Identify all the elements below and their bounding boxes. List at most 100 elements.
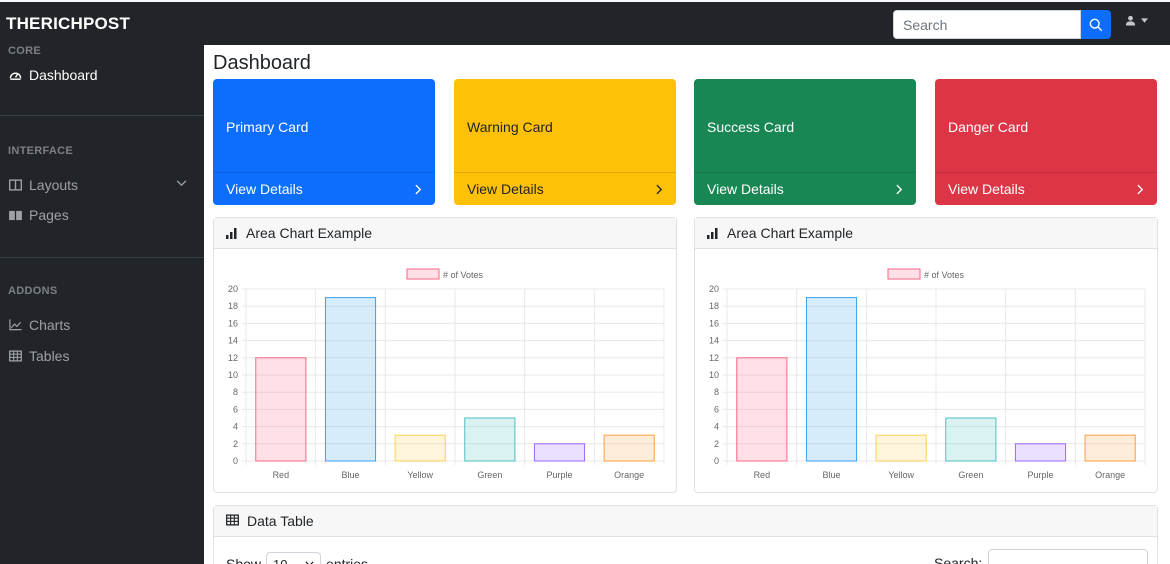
y-tick-label: 8	[714, 387, 719, 397]
x-tick-label: Red	[754, 470, 771, 480]
sidebar-item-dashboard[interactable]: Dashboard	[8, 67, 98, 83]
card-title: Success Card	[707, 119, 795, 135]
bar-chart: # of Votes 0 2 4 6 8 10 12 14 16 18 20 Red Blue Yellow…	[709, 268, 1146, 480]
chevron-down-icon[interactable]	[176, 180, 187, 187]
y-tick-label: 14	[709, 336, 719, 346]
bar-chart-icon	[226, 227, 237, 239]
y-tick-label: 2	[714, 439, 719, 449]
chevron-right-icon	[415, 184, 422, 194]
bar-orange	[603, 434, 655, 462]
chart-panel: Area Chart Example # of Votes 0 2 4 6 8 10 12 14…	[213, 217, 677, 493]
y-tick-label: 18	[228, 301, 238, 311]
sidebar-item-tables[interactable]: Tables	[8, 348, 69, 364]
show-label: Show	[226, 556, 262, 564]
sidebar-heading-interface: INTERFACE	[8, 145, 74, 157]
datatable-panel: Data Table Show 10 entries Search:	[213, 505, 1158, 564]
user-icon	[1125, 15, 1136, 26]
sidebar-divider	[0, 257, 204, 258]
sidebar: CORE Dashboard INTERFACE Layouts Pages A…	[0, 45, 204, 564]
sidebar-item-label: Tables	[29, 348, 70, 364]
view-details-link[interactable]: View Details	[213, 172, 435, 205]
bar-purple	[533, 443, 586, 462]
sidebar-item-layouts[interactable]: Layouts	[8, 177, 78, 193]
card-footer-label: View Details	[948, 181, 1025, 197]
sidebar-item-label: Layouts	[29, 177, 79, 193]
search-icon	[1089, 18, 1103, 31]
y-tick-label: 16	[709, 318, 719, 328]
card-footer-label: View Details	[707, 181, 784, 197]
top-navbar: THERICHPOST	[0, 0, 1170, 45]
table-search-input[interactable]	[988, 549, 1149, 564]
y-tick-label: 12	[228, 353, 238, 363]
search-label: Search:	[934, 555, 983, 564]
chart-legend: # of Votes	[887, 268, 965, 280]
chart-legend: # of Votes	[406, 268, 484, 280]
sidebar-item-pages[interactable]: Pages	[8, 207, 69, 223]
success-card: Success Card View Details	[694, 79, 916, 205]
sidebar-item-label: Dashboard	[29, 67, 98, 83]
x-tick-label: Orange	[614, 470, 644, 480]
search-button[interactable]	[1081, 10, 1111, 39]
x-tick-label: Yellow	[888, 470, 914, 480]
y-tick-label: 16	[228, 318, 238, 328]
y-tick-label: 0	[714, 456, 719, 466]
bar-red	[255, 357, 307, 462]
entries-label: entries	[326, 556, 369, 564]
y-tick-label: 10	[709, 370, 719, 380]
y-tick-label: 4	[233, 422, 238, 432]
chevron-right-icon	[656, 184, 663, 194]
y-tick-label: 4	[714, 422, 719, 432]
y-tick-label: 6	[233, 404, 238, 414]
y-tick-label: 0	[233, 456, 238, 466]
bar-orange	[1084, 434, 1136, 462]
navbar-search	[893, 10, 1111, 39]
panel-header: Area Chart Example	[695, 218, 1157, 249]
view-details-link[interactable]: View Details	[694, 172, 916, 205]
x-tick-label: Red	[273, 470, 290, 480]
y-tick-label: 18	[709, 301, 719, 311]
y-tick-label: 6	[714, 404, 719, 414]
card-title: Warning Card	[467, 119, 553, 135]
chevron-right-icon	[1137, 184, 1144, 194]
brand-logo[interactable]: THERICHPOST	[6, 14, 131, 33]
chevron-down-icon	[305, 561, 314, 564]
caret-down-icon	[1141, 18, 1148, 23]
y-tick-label: 20	[709, 284, 719, 294]
warning-card: Warning Card View Details	[454, 79, 676, 205]
sidebar-heading-addons: ADDONS	[8, 285, 58, 297]
x-tick-label: Orange	[1095, 470, 1125, 480]
search-input[interactable]	[893, 10, 1081, 39]
panel-title: Area Chart Example	[727, 225, 854, 241]
y-tick-label: 8	[233, 387, 238, 397]
card-footer-label: View Details	[226, 181, 303, 197]
x-tick-label: Blue	[341, 470, 359, 480]
bar-yellow	[394, 434, 446, 462]
bar-red	[736, 357, 788, 462]
sidebar-item-label: Pages	[29, 207, 69, 223]
chart-panel: Area Chart Example # of Votes 0 2 4 6 8 10 12 14…	[694, 217, 1158, 493]
panel-title: Data Table	[247, 513, 314, 529]
chart-area-icon	[8, 318, 22, 332]
sidebar-item-label: Charts	[29, 317, 71, 333]
bar-green	[464, 417, 516, 462]
panel-header: Area Chart Example	[214, 218, 676, 249]
bar-chart-icon	[707, 227, 718, 239]
danger-card: Danger Card View Details	[935, 79, 1157, 205]
legend-swatch	[406, 268, 440, 280]
sidebar-item-charts[interactable]: Charts	[8, 317, 70, 333]
y-tick-label: 10	[228, 370, 238, 380]
card-title: Primary Card	[226, 119, 309, 135]
entries-select[interactable]: 10	[266, 552, 322, 564]
chevron-right-icon	[896, 184, 903, 194]
view-details-link[interactable]: View Details	[454, 172, 676, 205]
x-tick-label: Purple	[546, 470, 572, 480]
view-details-link[interactable]: View Details	[935, 172, 1157, 205]
table-icon	[8, 349, 22, 363]
dashboard-icon	[8, 68, 22, 82]
y-tick-label: 20	[228, 284, 238, 294]
x-tick-label: Yellow	[407, 470, 433, 480]
main-content: Dashboard Primary Card View Details Warn…	[204, 45, 1170, 564]
sidebar-heading-core: CORE	[8, 45, 41, 57]
book-icon	[8, 208, 22, 222]
user-dropdown[interactable]	[1125, 15, 1148, 26]
